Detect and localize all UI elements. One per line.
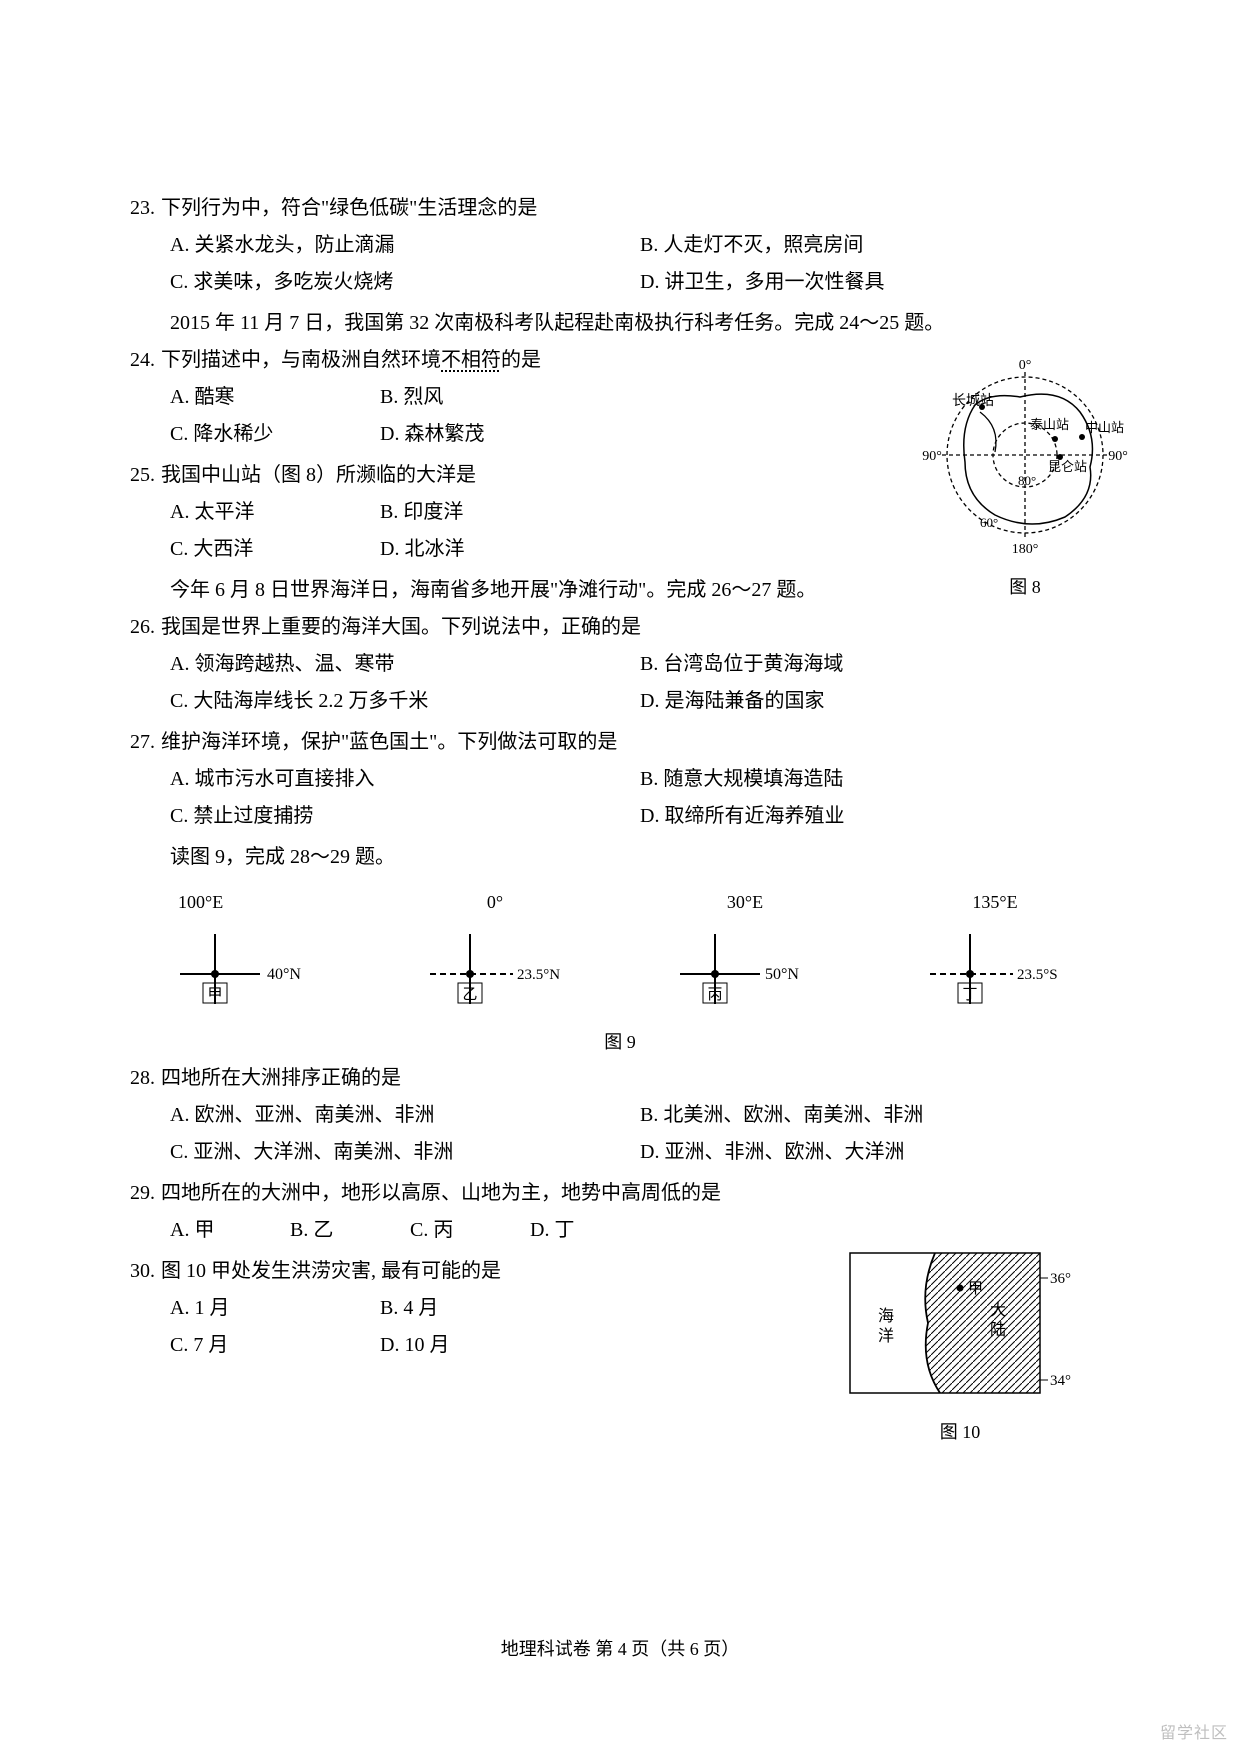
svg-text:23.5°N: 23.5°N (517, 967, 560, 983)
q23-opt-d[interactable]: D. 讲卫生，多用一次性餐具 (640, 264, 1110, 301)
q28-number: 28. (130, 1060, 155, 1097)
q24-stem-pre: 下列描述中，与南极洲自然环境 (161, 349, 441, 371)
svg-text:洋: 洋 (878, 1327, 894, 1345)
q26-stem: 我国是世界上重要的海洋大国。下列说法中，正确的是 (161, 609, 1110, 646)
q24-stem-post: 的是 (501, 349, 541, 371)
q25-number: 25. (130, 457, 155, 494)
svg-text:50°N: 50°N (765, 966, 799, 983)
svg-text:90°: 90° (922, 449, 942, 464)
question-27: 27. 维护海洋环境，保护"蓝色国土"。下列做法可取的是 A. 城市污水可直接排… (130, 724, 1110, 835)
q26-opt-d[interactable]: D. 是海陆兼备的国家 (640, 683, 1110, 720)
q27-opt-c[interactable]: C. 禁止过度捕捞 (170, 798, 640, 835)
svg-text:80°: 80° (1018, 473, 1036, 488)
q27-opt-d[interactable]: D. 取缔所有近海养殖业 (640, 798, 1110, 835)
q29-number: 29. (130, 1175, 155, 1212)
svg-text:180°: 180° (1012, 542, 1039, 557)
q30-opt-b[interactable]: B. 4 月 (380, 1290, 590, 1327)
fig9-point-jia: 100°E 40°N 甲 (170, 886, 320, 1032)
svg-text:泰山站: 泰山站 (1030, 417, 1069, 432)
q30-opt-d[interactable]: D. 10 月 (380, 1327, 590, 1364)
q25-opt-d[interactable]: D. 北冰洋 (380, 531, 590, 568)
q24-opt-d[interactable]: D. 森林繁茂 (380, 416, 590, 453)
svg-text:60°: 60° (980, 515, 998, 530)
svg-text:23.5°S: 23.5°S (1017, 967, 1058, 983)
question-23: 23. 下列行为中，符合"绿色低碳"生活理念的是 A. 关紧水龙头，防止滴漏 B… (130, 190, 1110, 301)
q27-stem: 维护海洋环境，保护"蓝色国土"。下列做法可取的是 (161, 724, 1110, 761)
q24-opt-c[interactable]: C. 降水稀少 (170, 416, 380, 453)
fig9-jia-lon: 100°E (170, 886, 320, 919)
q25-opt-a[interactable]: A. 太平洋 (170, 494, 380, 531)
question-26: 26. 我国是世界上重要的海洋大国。下列说法中，正确的是 A. 领海跨越热、温、… (130, 609, 1110, 720)
q24-stem-emph: 不相符 (441, 349, 501, 371)
svg-text:陆: 陆 (990, 1321, 1006, 1339)
q27-number: 27. (130, 724, 155, 761)
q29-opt-c[interactable]: C. 丙 (410, 1212, 530, 1249)
q28-opt-c[interactable]: C. 亚洲、大洋洲、南美洲、非洲 (170, 1134, 640, 1171)
q23-stem: 下列行为中，符合"绿色低碳"生活理念的是 (161, 190, 1110, 227)
q25-opt-b[interactable]: B. 印度洋 (380, 494, 590, 531)
q28-opt-b[interactable]: B. 北美洲、欧洲、南美洲、非洲 (640, 1097, 1110, 1134)
q28-opt-d[interactable]: D. 亚洲、非洲、欧洲、大洋洲 (640, 1134, 1110, 1171)
q26-opt-c[interactable]: C. 大陆海岸线长 2.2 万多千米 (170, 683, 640, 720)
figure-8: 0° 90° 90° 180° 60° 80° 长城站 泰山站 中山站 昆仑站 … (920, 352, 1130, 562)
q29-stem: 四地所在的大洲中，地形以高原、山地为主，地势中高周低的是 (161, 1175, 1110, 1212)
fig8-caption: 图 8 (920, 571, 1130, 604)
svg-text:甲: 甲 (207, 987, 222, 1003)
svg-text:丁: 丁 (962, 987, 977, 1003)
q27-opt-b[interactable]: B. 随意大规模填海造陆 (640, 761, 1110, 798)
q28-opt-a[interactable]: A. 欧洲、亚洲、南美洲、非洲 (170, 1097, 640, 1134)
q23-number: 23. (130, 190, 155, 227)
fig9-point-ding: 135°E 23.5°S 丁 (920, 886, 1070, 1032)
svg-text:昆仑站: 昆仑站 (1048, 459, 1087, 474)
q30-opt-a[interactable]: A. 1 月 (170, 1290, 380, 1327)
fig10-caption: 图 10 (840, 1416, 1080, 1449)
page-footer: 地理科试卷 第 4 页（共 6 页） (0, 1635, 1240, 1661)
q26-opt-b[interactable]: B. 台湾岛位于黄海海域 (640, 646, 1110, 683)
fig9-yi-lon: 0° (420, 886, 570, 919)
svg-text:海: 海 (878, 1307, 894, 1325)
q26-opt-a[interactable]: A. 领海跨越热、温、寒带 (170, 646, 640, 683)
svg-text:34°: 34° (1050, 1373, 1071, 1389)
svg-text:40°N: 40°N (267, 966, 301, 983)
q25-opt-c[interactable]: C. 大西洋 (170, 531, 380, 568)
svg-text:长城站: 长城站 (952, 393, 994, 409)
svg-text:甲: 甲 (968, 1281, 983, 1297)
q26-number: 26. (130, 609, 155, 646)
q24-opt-b[interactable]: B. 烈风 (380, 379, 590, 416)
q29-opt-d[interactable]: D. 丁 (530, 1212, 650, 1249)
q30-opt-c[interactable]: C. 7 月 (170, 1327, 380, 1364)
svg-text:90°: 90° (1108, 449, 1128, 464)
question-29: 29. 四地所在的大洲中，地形以高原、山地为主，地势中高周低的是 A. 甲 B.… (130, 1175, 1110, 1249)
fig9-ding-lon: 135°E (920, 886, 1070, 919)
svg-text:中山站: 中山站 (1085, 420, 1124, 435)
question-28: 28. 四地所在大洲排序正确的是 A. 欧洲、亚洲、南美洲、非洲 B. 北美洲、… (130, 1060, 1110, 1171)
q23-opt-c[interactable]: C. 求美味，多吃炭火烧烤 (170, 264, 640, 301)
q29-opt-b[interactable]: B. 乙 (290, 1212, 410, 1249)
intro-28-29: 读图 9，完成 28～29 题。 (130, 839, 1110, 876)
watermark: 留学社区 (1160, 1719, 1228, 1743)
svg-text:丙: 丙 (707, 987, 722, 1003)
q23-opt-a[interactable]: A. 关紧水龙头，防止滴漏 (170, 227, 640, 264)
q28-stem: 四地所在大洲排序正确的是 (161, 1060, 1110, 1097)
q23-opt-b[interactable]: B. 人走灯不灭，照亮房间 (640, 227, 1110, 264)
q24-opt-a[interactable]: A. 酷寒 (170, 379, 380, 416)
svg-text:36°: 36° (1050, 1271, 1071, 1287)
intro-24-25: 2015 年 11 月 7 日，我国第 32 次南极科考队起程赴南极执行科考任务… (130, 305, 1110, 342)
q24-number: 24. (130, 342, 155, 379)
svg-text:大: 大 (990, 1301, 1006, 1319)
svg-text:乙: 乙 (462, 987, 477, 1003)
fig8-lbl-top: 0° (1019, 358, 1032, 373)
fig9-point-yi: 0° 23.5°N 乙 (420, 886, 570, 1032)
fig9-bing-lon: 30°E (670, 886, 820, 919)
q27-opt-a[interactable]: A. 城市污水可直接排入 (170, 761, 640, 798)
fig9-point-bing: 30°E 50°N 丙 (670, 886, 820, 1032)
q29-opt-a[interactable]: A. 甲 (170, 1212, 290, 1249)
figure-9: 100°E 40°N 甲 0° 23.5°N 乙 30°E (130, 876, 1110, 1032)
q30-number: 30. (130, 1253, 155, 1290)
figure-10: 甲 海 洋 大 陆 36° 34° 图 10 (840, 1243, 1080, 1449)
